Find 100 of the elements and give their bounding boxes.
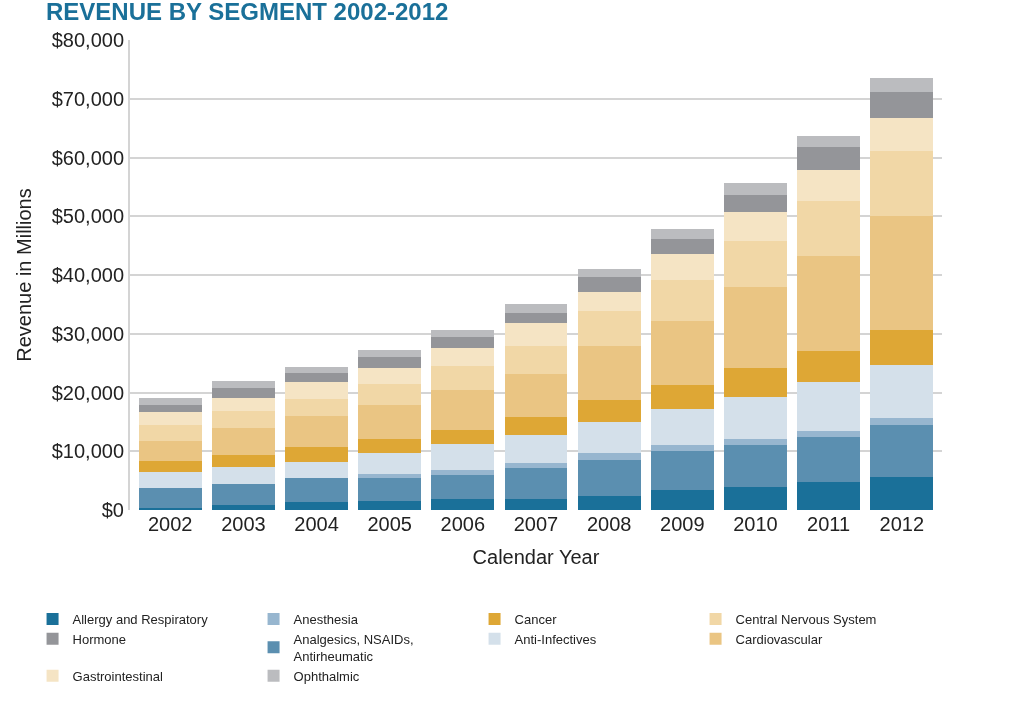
legend-label: Gastrointestinal [72,668,163,684]
bar [724,368,787,398]
bar [504,323,568,347]
bar [650,321,714,385]
bar [724,444,787,487]
bar [285,381,348,399]
x-tick-label: 2002 [147,513,193,535]
bar [870,215,934,330]
bar [431,443,495,471]
bar [211,427,275,456]
bar [285,416,348,448]
bar [797,169,861,201]
legend-label: Analgesics, NSAIDs, Antirheumatic [293,631,414,664]
bar [431,474,495,499]
bar [285,462,348,479]
bar [870,365,934,419]
bar [797,431,861,438]
bar [650,490,714,510]
bar [724,286,787,369]
bar [797,437,861,482]
legend-label: Central Nervous System [735,612,877,628]
x-tick-label: 2010 [733,513,778,535]
y-tick-label: $10,000 [51,440,124,463]
x-tick-label: 2008 [586,513,632,535]
bar [650,444,714,451]
bar [577,421,641,454]
x-tick-label: 2003 [221,513,266,535]
bar [870,418,934,426]
bar [358,453,422,474]
y-tick-label: $80,000 [51,29,124,51]
bar [358,405,422,439]
bar [358,383,422,406]
bar [358,350,422,358]
bar [797,256,861,351]
bar [504,498,568,510]
bar [431,337,495,348]
bar [138,411,202,425]
bar [211,388,275,398]
bar [650,254,714,280]
x-tick-label: 2012 [879,513,925,535]
bar [504,463,568,468]
bar [724,212,787,241]
bar [138,487,202,509]
bar [504,417,568,436]
bar [431,470,495,475]
bar [504,304,568,313]
bar [504,373,568,418]
bar [211,467,275,485]
bar [138,397,202,405]
bar [724,397,787,439]
x-tick-label: 2011 [807,513,851,535]
legend-label: Hormone [72,631,127,647]
bar [138,461,202,472]
bar [724,486,787,510]
bar [870,329,934,366]
bar [577,311,641,347]
bar [504,467,568,499]
bar [724,438,787,445]
y-tick-label: $70,000 [51,87,124,110]
bar [797,136,861,147]
bar [650,229,714,239]
bar [211,455,275,468]
bar [358,501,422,510]
x-tick-label: 2004 [294,513,339,535]
y-tick-label: $50,000 [51,205,124,228]
bar [211,504,275,510]
y-tick-label: $30,000 [51,322,124,345]
bar [870,477,934,510]
bar [724,240,787,287]
bar [724,183,787,196]
x-axis-title: Calendar Year [472,545,600,568]
bar [650,450,714,491]
bar [285,366,348,373]
bar [504,435,568,463]
bar [285,398,348,416]
bar [138,404,202,412]
bar [797,200,861,257]
bar [797,350,861,382]
bar [724,195,787,213]
bar [358,478,422,502]
bar [870,117,934,152]
bar [211,410,275,428]
legend-label: Allergy and Respiratory [72,612,209,628]
bar [285,372,348,382]
bar [577,292,641,312]
bar [577,495,641,510]
bar [650,384,714,409]
bar [138,440,202,462]
legend-label: Ophthalmic [293,668,360,684]
bar [431,390,495,430]
bar [358,367,422,384]
bar [870,425,934,478]
bar [504,312,568,324]
x-tick-label: 2006 [440,513,486,535]
bar [211,381,275,389]
bar [870,92,934,118]
bar [577,453,641,461]
y-axis-title: Revenue in Millions [12,188,35,362]
bar [285,447,348,463]
bar [577,400,641,422]
